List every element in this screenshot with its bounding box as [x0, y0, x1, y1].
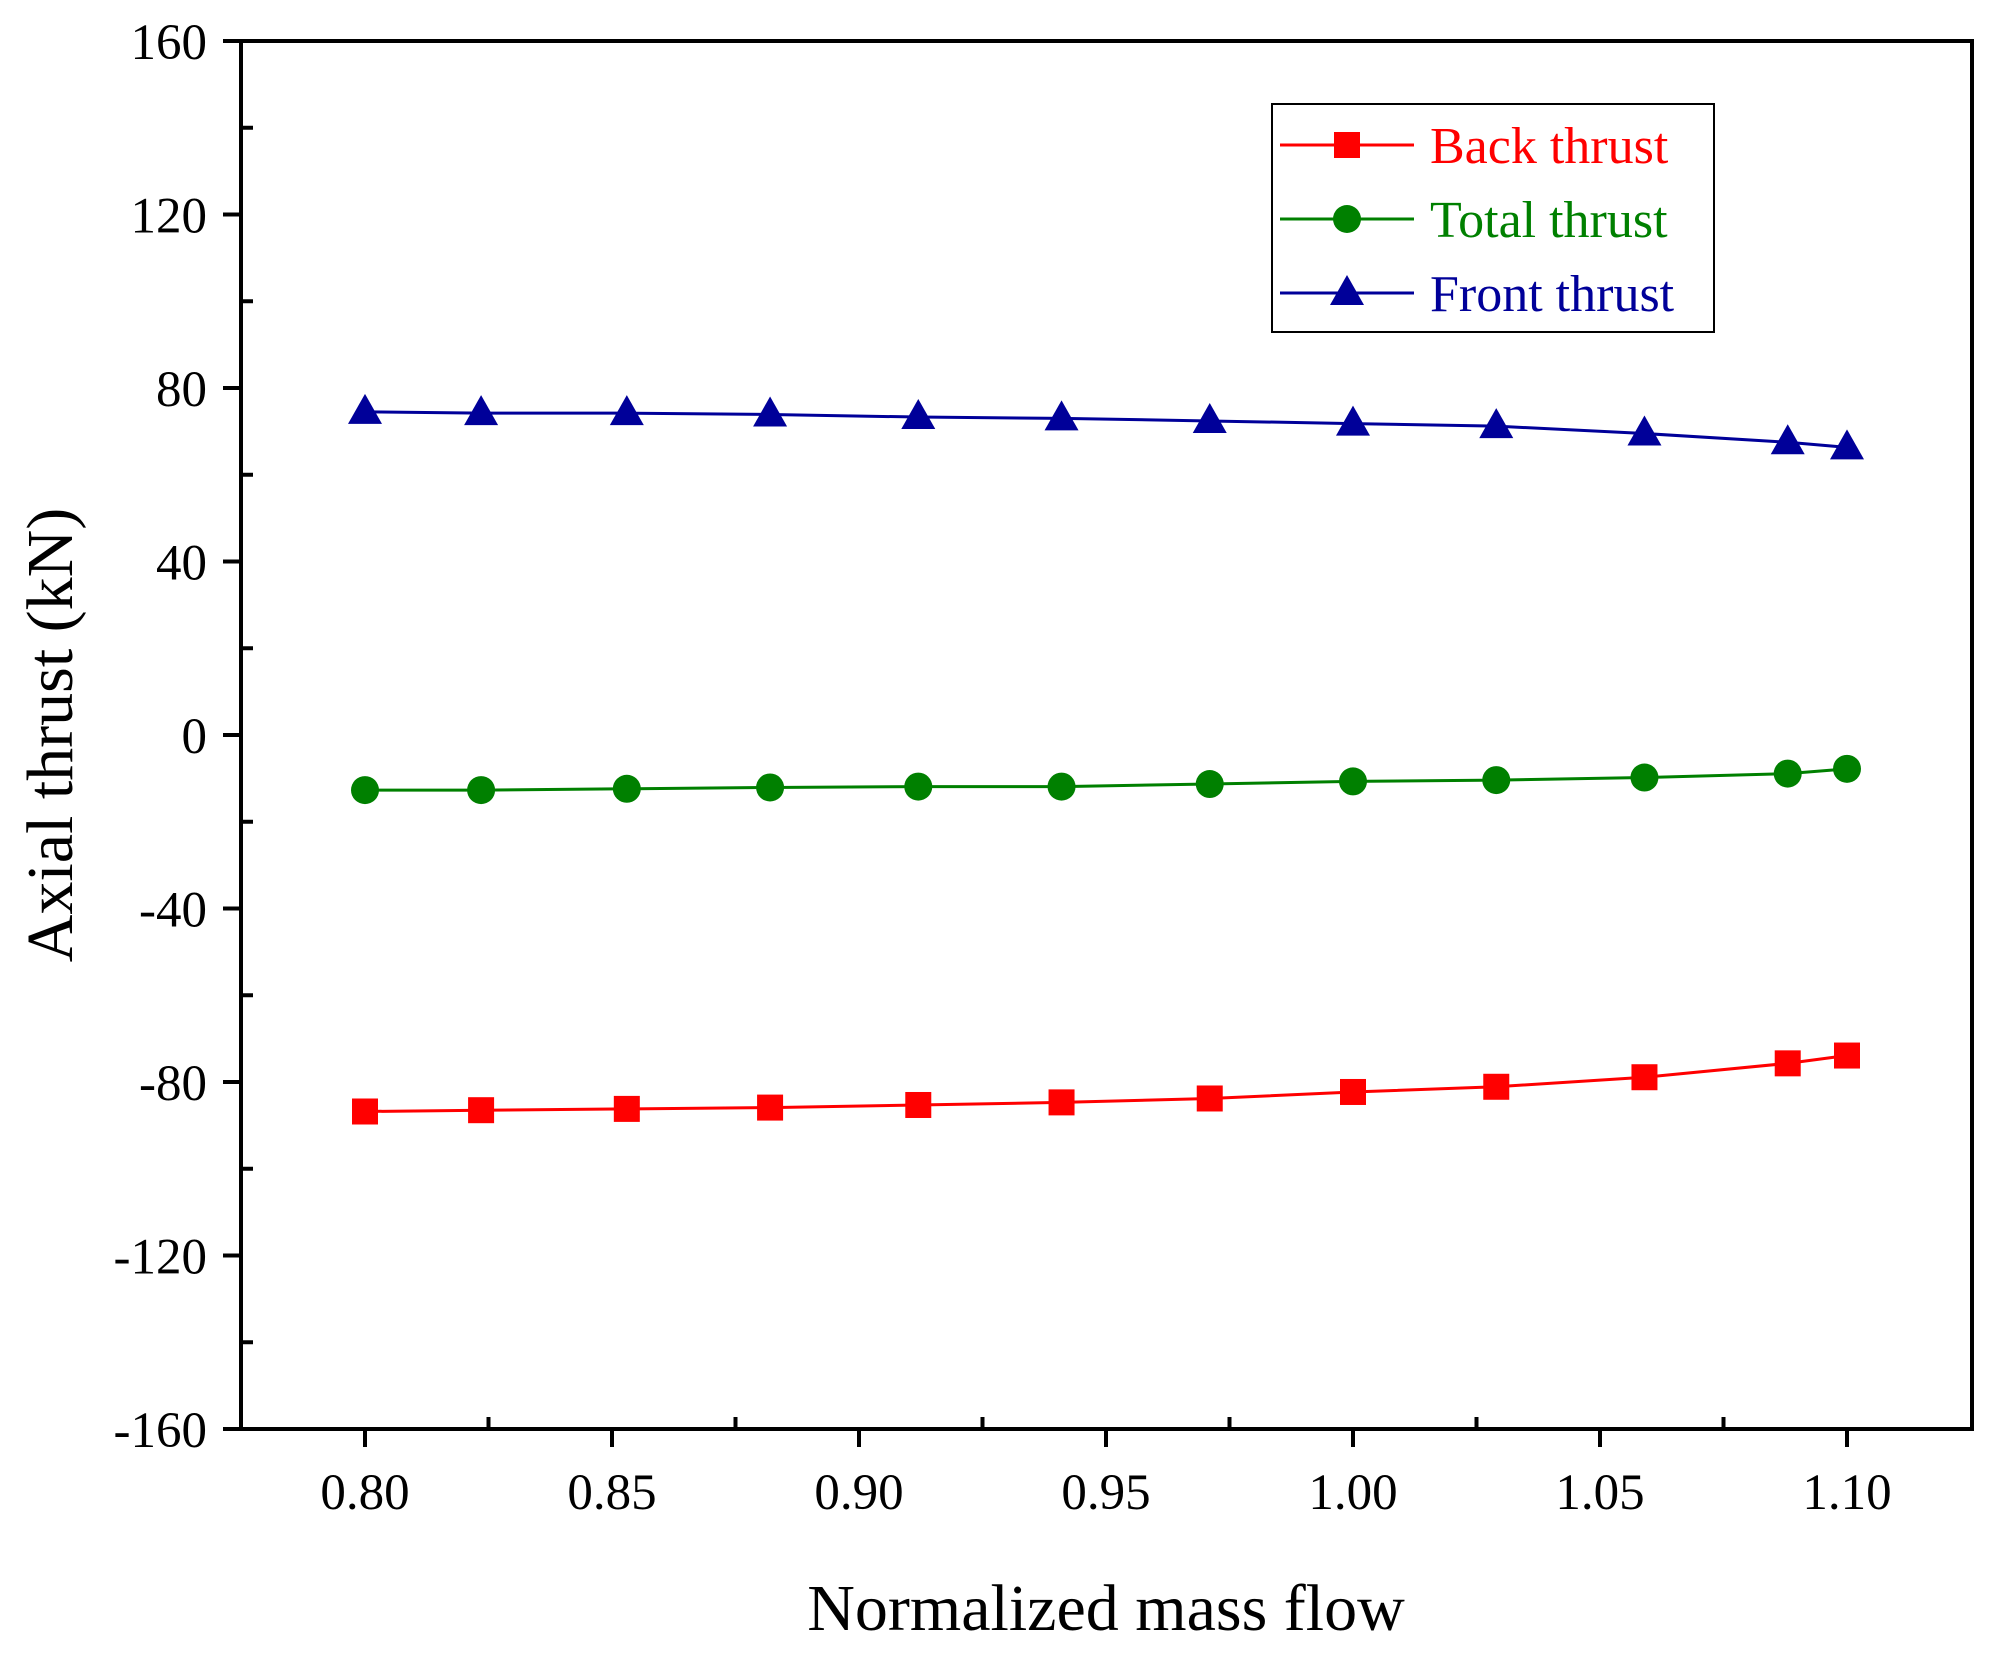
data-point-square	[1631, 1064, 1658, 1091]
x-tick-label: 0.80	[320, 1465, 409, 1521]
data-point-square	[1340, 1078, 1366, 1105]
data-point-square	[1774, 1050, 1801, 1077]
data-point-triangle	[1770, 424, 1805, 455]
y-tick-label: -160	[114, 1403, 207, 1459]
x-tick-label: 0.90	[814, 1465, 903, 1521]
legend: Back thrust Total thrust Front thrust	[1271, 103, 1715, 333]
data-point-circle	[351, 776, 379, 805]
series-line	[364, 1054, 1848, 1113]
data-point-circle	[1339, 767, 1367, 796]
legend-marker-triangle	[1330, 275, 1364, 305]
y-tick-label: 120	[131, 189, 208, 245]
y-tick-label: -80	[139, 1056, 207, 1112]
data-point-square	[1483, 1073, 1510, 1100]
data-point-circle	[467, 776, 496, 805]
series-line	[364, 410, 1848, 449]
data-point-square	[613, 1095, 640, 1122]
data-point-triangle	[1830, 429, 1864, 460]
data-point-circle	[612, 774, 641, 803]
series-front-thrust	[348, 393, 1864, 460]
data-point-square	[468, 1097, 495, 1124]
x-tick-label: 1.10	[1802, 1465, 1891, 1521]
data-point-triangle	[1627, 415, 1662, 446]
x-tick-label: 0.95	[1061, 1465, 1150, 1521]
data-point-triangle	[901, 399, 936, 430]
y-tick-label: -120	[114, 1230, 207, 1286]
data-point-triangle	[1336, 405, 1370, 436]
data-point-square	[1196, 1085, 1223, 1112]
axes: 0.80 0.85 0.90 0.95 1.00 1.05 1.10 -160 -120 -80 -…	[114, 15, 1974, 1521]
data-point-square	[352, 1098, 378, 1125]
data-point-triangle	[1192, 402, 1227, 433]
data-point-square	[1834, 1042, 1860, 1069]
y-tick-label: 80	[156, 362, 207, 418]
y-axis-label: Axial thrust (kN)	[14, 508, 87, 963]
data-point-triangle	[609, 395, 644, 426]
series-line	[365, 767, 1848, 792]
data-point-triangle	[464, 395, 499, 426]
series-total-thrust	[351, 754, 1861, 805]
x-tick-label: 1.00	[1308, 1465, 1397, 1521]
data-point-circle	[1630, 763, 1659, 792]
legend-label: Total thrust	[1430, 192, 1668, 249]
legend-label: Front thrust	[1430, 266, 1675, 323]
legend-marker-circle	[1333, 205, 1361, 233]
data-point-square	[905, 1091, 932, 1118]
data-point-triangle	[1044, 400, 1079, 431]
series-group	[348, 393, 1864, 1125]
legend-label: Back thrust	[1430, 118, 1669, 175]
x-tick-label: 1.05	[1555, 1465, 1644, 1521]
y-tick-label: 40	[156, 536, 207, 592]
data-point-circle	[1195, 770, 1224, 799]
x-tick-label: 0.85	[567, 1465, 656, 1521]
data-point-triangle	[753, 396, 788, 427]
data-point-square	[757, 1094, 784, 1121]
data-point-circle	[1482, 766, 1511, 795]
legend-marker-square	[1334, 132, 1360, 158]
data-point-circle	[756, 773, 785, 802]
y-tick-label: -40	[139, 883, 207, 939]
series-back-thrust	[352, 1042, 1860, 1125]
data-point-triangle	[1479, 408, 1514, 439]
y-tick-label: 0	[182, 709, 208, 765]
data-point-circle	[1773, 759, 1802, 788]
y-tick-label: 160	[131, 15, 208, 71]
data-point-circle	[1047, 772, 1076, 801]
data-point-square	[1048, 1089, 1075, 1116]
x-axis-label: Normalized mass flow	[807, 1572, 1405, 1645]
data-point-triangle	[348, 393, 382, 424]
data-point-circle	[904, 772, 933, 801]
data-point-circle	[1833, 754, 1861, 783]
